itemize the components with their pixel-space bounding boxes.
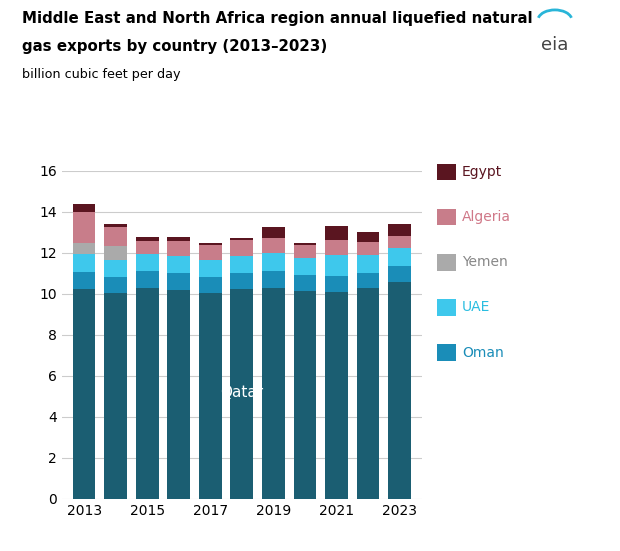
Bar [104, 277, 127, 293]
Bar [388, 249, 411, 267]
Bar [73, 289, 95, 499]
Text: Oman: Oman [462, 345, 503, 360]
Text: gas exports by country (2013–2023): gas exports by country (2013–2023) [22, 39, 327, 53]
Bar [167, 290, 190, 499]
Bar [104, 293, 127, 499]
Bar [73, 212, 95, 243]
Text: Yemen: Yemen [462, 255, 508, 269]
Bar [199, 277, 221, 293]
Bar [73, 204, 95, 212]
Bar [356, 288, 379, 499]
Bar [231, 240, 253, 256]
Bar [104, 226, 127, 246]
Bar [136, 241, 159, 255]
Bar [325, 226, 348, 240]
Bar [293, 275, 316, 291]
Bar [136, 237, 159, 241]
Text: Algeria: Algeria [462, 210, 511, 224]
Bar [73, 272, 95, 289]
Bar [293, 258, 316, 275]
Bar [293, 291, 316, 499]
Bar [356, 233, 379, 242]
Bar [167, 273, 190, 290]
Bar [262, 227, 285, 238]
Bar [167, 237, 190, 241]
Bar [199, 243, 221, 245]
Bar [262, 271, 285, 288]
Bar [199, 293, 221, 499]
Bar [231, 238, 253, 240]
Bar [104, 224, 127, 226]
Bar [167, 241, 190, 256]
Bar [231, 273, 253, 289]
Bar [325, 255, 348, 276]
Bar [388, 224, 411, 236]
Bar [325, 240, 348, 255]
Bar [325, 276, 348, 291]
Bar [325, 291, 348, 499]
Bar [262, 238, 285, 253]
Bar [262, 253, 285, 271]
Text: billion cubic feet per day: billion cubic feet per day [22, 68, 180, 81]
Text: UAE: UAE [462, 300, 490, 315]
Bar [388, 267, 411, 283]
Text: Middle East and North Africa region annual liquefied natural: Middle East and North Africa region annu… [22, 11, 533, 26]
Bar [104, 260, 127, 277]
Bar [73, 243, 95, 254]
Bar [136, 255, 159, 271]
Bar [293, 243, 316, 245]
Bar [136, 271, 159, 288]
Bar [167, 256, 190, 273]
Bar [104, 246, 127, 260]
Bar [231, 289, 253, 499]
Bar [136, 288, 159, 499]
Text: Egypt: Egypt [462, 165, 502, 179]
Bar [356, 273, 379, 288]
Bar [388, 236, 411, 249]
Bar [199, 260, 221, 277]
Bar [73, 254, 95, 272]
Bar [356, 255, 379, 273]
Bar [262, 288, 285, 499]
Text: eia: eia [541, 36, 569, 54]
Bar [199, 245, 221, 260]
Text: Qatar: Qatar [220, 385, 264, 399]
Bar [356, 242, 379, 255]
Bar [231, 256, 253, 273]
Bar [388, 283, 411, 499]
Bar [293, 245, 316, 258]
